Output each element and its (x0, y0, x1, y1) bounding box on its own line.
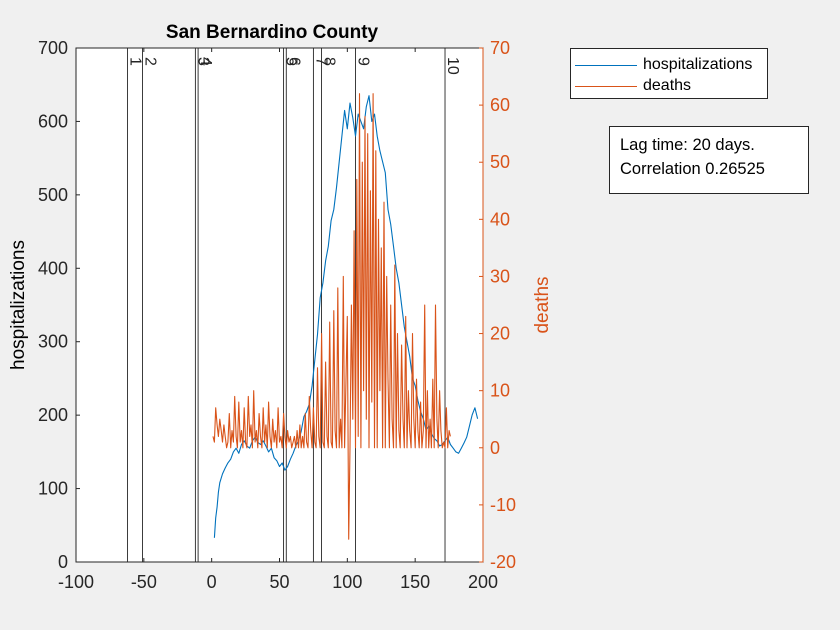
event-label: 4 (197, 57, 214, 66)
legend-label: hospitalizations (643, 56, 753, 73)
x-tick-label: -100 (58, 572, 94, 592)
y-tick-label: 600 (38, 111, 68, 131)
chart-title: San Bernardino County (166, 22, 379, 43)
y-right-tick-label: -10 (490, 495, 516, 515)
y-axis-left-label: hospitalizations (8, 240, 29, 370)
y-axis-right: -20 -10 0 10 20 30 40 50 60 70 (479, 38, 516, 572)
y-right-tick-label: 50 (490, 152, 510, 172)
y-axis-right-label: deaths (532, 276, 553, 333)
x-tick-label: 0 (207, 572, 217, 592)
series-line-deaths (212, 93, 451, 540)
x-tick-label: 200 (468, 572, 498, 592)
correlation-text: Correlation 0.26525 (620, 160, 765, 178)
y-tick-label: 0 (58, 552, 68, 572)
event-label: 10 (444, 57, 461, 75)
y-tick-label: 500 (38, 185, 68, 205)
legend-swatch (575, 85, 637, 87)
legend-item-hospitalizations: hospitalizations (575, 55, 752, 75)
x-tick-label: 100 (332, 572, 362, 592)
y-right-tick-label: 70 (490, 38, 510, 58)
event-label: 5 (283, 57, 300, 66)
y-right-tick-label: 0 (490, 438, 500, 458)
y-tick-label: 100 (38, 479, 68, 499)
event-label: 6 (285, 57, 302, 66)
legend-swatch (575, 64, 637, 66)
legend-label: deaths (643, 77, 692, 94)
event-label: 1 (127, 57, 144, 66)
x-tick-label: -50 (131, 572, 157, 592)
y-right-tick-label: 40 (490, 209, 510, 229)
legend-item-deaths: deaths (575, 76, 691, 96)
event-label: 2 (141, 57, 158, 66)
event-label: 9 (354, 57, 371, 66)
y-right-tick-label: 10 (490, 381, 510, 401)
y-tick-label: 200 (38, 405, 68, 425)
annotation-box: Lag time: 20 days. Correlation 0.26525 (609, 126, 809, 194)
y-tick-label: 700 (38, 38, 68, 58)
legend: hospitalizations deaths (570, 48, 768, 99)
event-label: 8 (321, 57, 338, 66)
event-label: 3 (194, 57, 211, 66)
series-lines (212, 93, 479, 540)
x-tick-label: 50 (269, 572, 289, 592)
y-right-tick-label: 20 (490, 324, 510, 344)
y-right-tick-label: 30 (490, 266, 510, 286)
y-tick-label: 400 (38, 258, 68, 278)
event-label: 7 (312, 57, 329, 66)
y-axis-left: 0 100 200 300 400 500 600 700 (38, 38, 80, 572)
y-tick-label: 300 (38, 332, 68, 352)
x-axis: -100 -50 0 50 100 150 200 (58, 48, 498, 592)
plot-area (76, 48, 483, 562)
x-tick-label: 150 (400, 572, 430, 592)
y-right-tick-label: 60 (490, 95, 510, 115)
y-right-tick-label: -20 (490, 552, 516, 572)
series-line-hospitalizations (213, 95, 479, 538)
lag-time-text: Lag time: 20 days. (620, 136, 755, 154)
